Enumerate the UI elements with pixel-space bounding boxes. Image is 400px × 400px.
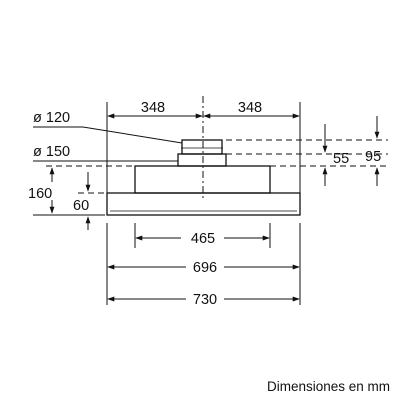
dia-150-label: ø 150 (33, 144, 70, 160)
dia-leaders (33, 126, 183, 162)
collar-150 (177, 153, 227, 167)
dim-top-left-label: 348 (141, 100, 165, 116)
units-caption: Dimensiones en mm (267, 379, 390, 394)
dim-160-label: 160 (28, 186, 52, 202)
dim-95-label: 95 (365, 149, 381, 165)
dim-left (33, 165, 178, 230)
dia-120-label: ø 120 (33, 110, 70, 126)
dim-60-label: 60 (73, 198, 89, 214)
dim-730-label: 730 (193, 292, 217, 308)
dim-bottom (106, 223, 301, 305)
dim-top-right-label: 348 (238, 100, 262, 116)
dim-465-label: 465 (191, 231, 215, 247)
dim-696-label: 696 (193, 260, 217, 276)
collar-120 (181, 139, 223, 155)
dim-top (106, 102, 301, 195)
dim-right (226, 116, 388, 186)
dim-55-label: 55 (333, 151, 349, 167)
